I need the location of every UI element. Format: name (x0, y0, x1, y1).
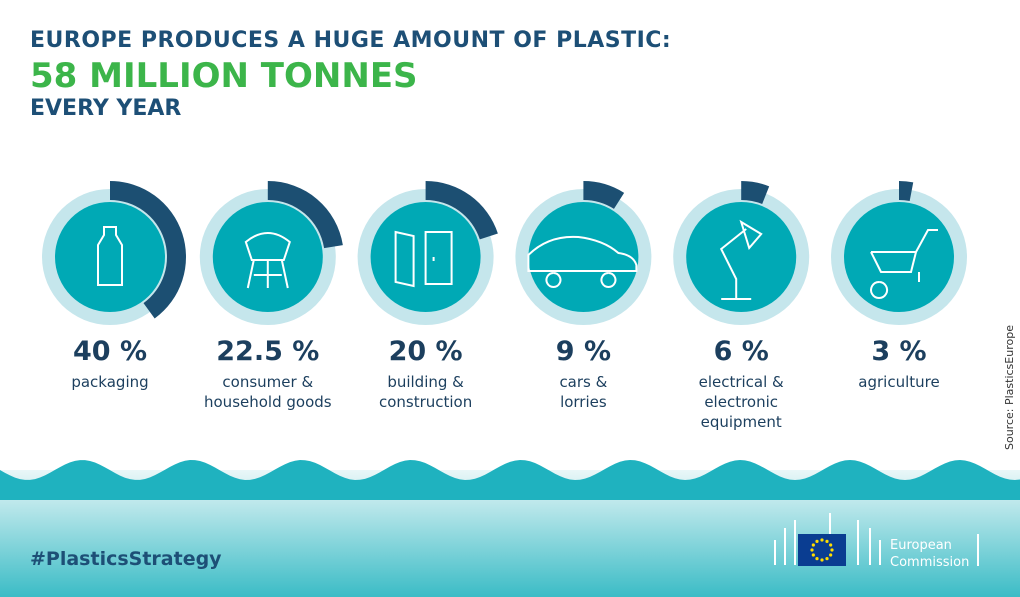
eu-star (829, 553, 833, 557)
icon-barrow (870, 229, 938, 299)
eu-star (820, 538, 824, 542)
icon-car (527, 235, 638, 288)
value-label: 9 % (555, 336, 612, 367)
category-label: cars & lorries (559, 373, 608, 411)
eu-star (820, 558, 824, 562)
value-label: 3 % (871, 336, 927, 367)
logo-line: European (890, 538, 952, 553)
inner-disc (686, 202, 797, 312)
inner-disc (844, 202, 954, 312)
inner-disc (55, 202, 165, 312)
eu-star (825, 539, 829, 543)
share-arc (583, 181, 625, 209)
share-arc (110, 181, 186, 319)
share-arc (899, 181, 914, 202)
title: EUROPE PRODUCES A HUGE AMOUNT OF PLASTIC… (30, 28, 672, 53)
category-label: agriculture (858, 373, 940, 391)
icon-bottle (97, 226, 123, 286)
icon-doors (394, 230, 453, 288)
share-arc (267, 181, 343, 249)
source: Source: PlasticsEurope (1003, 325, 1016, 450)
eu-star (811, 553, 815, 557)
icon-chair (244, 232, 291, 289)
share-arc (425, 181, 498, 240)
category-label: consumer & household goods (204, 373, 332, 411)
headline: 58 MILLION TONNES (30, 56, 418, 96)
value-label: 6 % (713, 336, 769, 367)
eu-star (811, 543, 815, 547)
hashtag: #PlasticsStrategy (30, 548, 222, 570)
logo-line: Commission (890, 555, 970, 570)
category-label: packaging (71, 373, 149, 391)
value-label: 40 % (72, 336, 148, 367)
logo-text: European Commission (890, 537, 969, 571)
icon-lamp (719, 219, 763, 300)
inner-disc (212, 202, 323, 312)
eu-star (829, 543, 833, 547)
eu-star (825, 557, 829, 561)
share-arc (741, 181, 770, 205)
wave (0, 460, 1020, 500)
eu-star (815, 557, 819, 561)
eu-star (830, 548, 834, 552)
eu-star (810, 548, 814, 552)
category-label: building & construction (378, 373, 473, 411)
inner-disc (528, 202, 639, 312)
subtitle: EVERY YEAR (30, 96, 182, 121)
value-label: 22.5 % (216, 336, 320, 367)
category-label: electrical & electronic equipment (698, 373, 784, 431)
eu-star (815, 539, 819, 543)
eu-stars (810, 538, 834, 562)
value-label: 20 % (388, 336, 463, 367)
